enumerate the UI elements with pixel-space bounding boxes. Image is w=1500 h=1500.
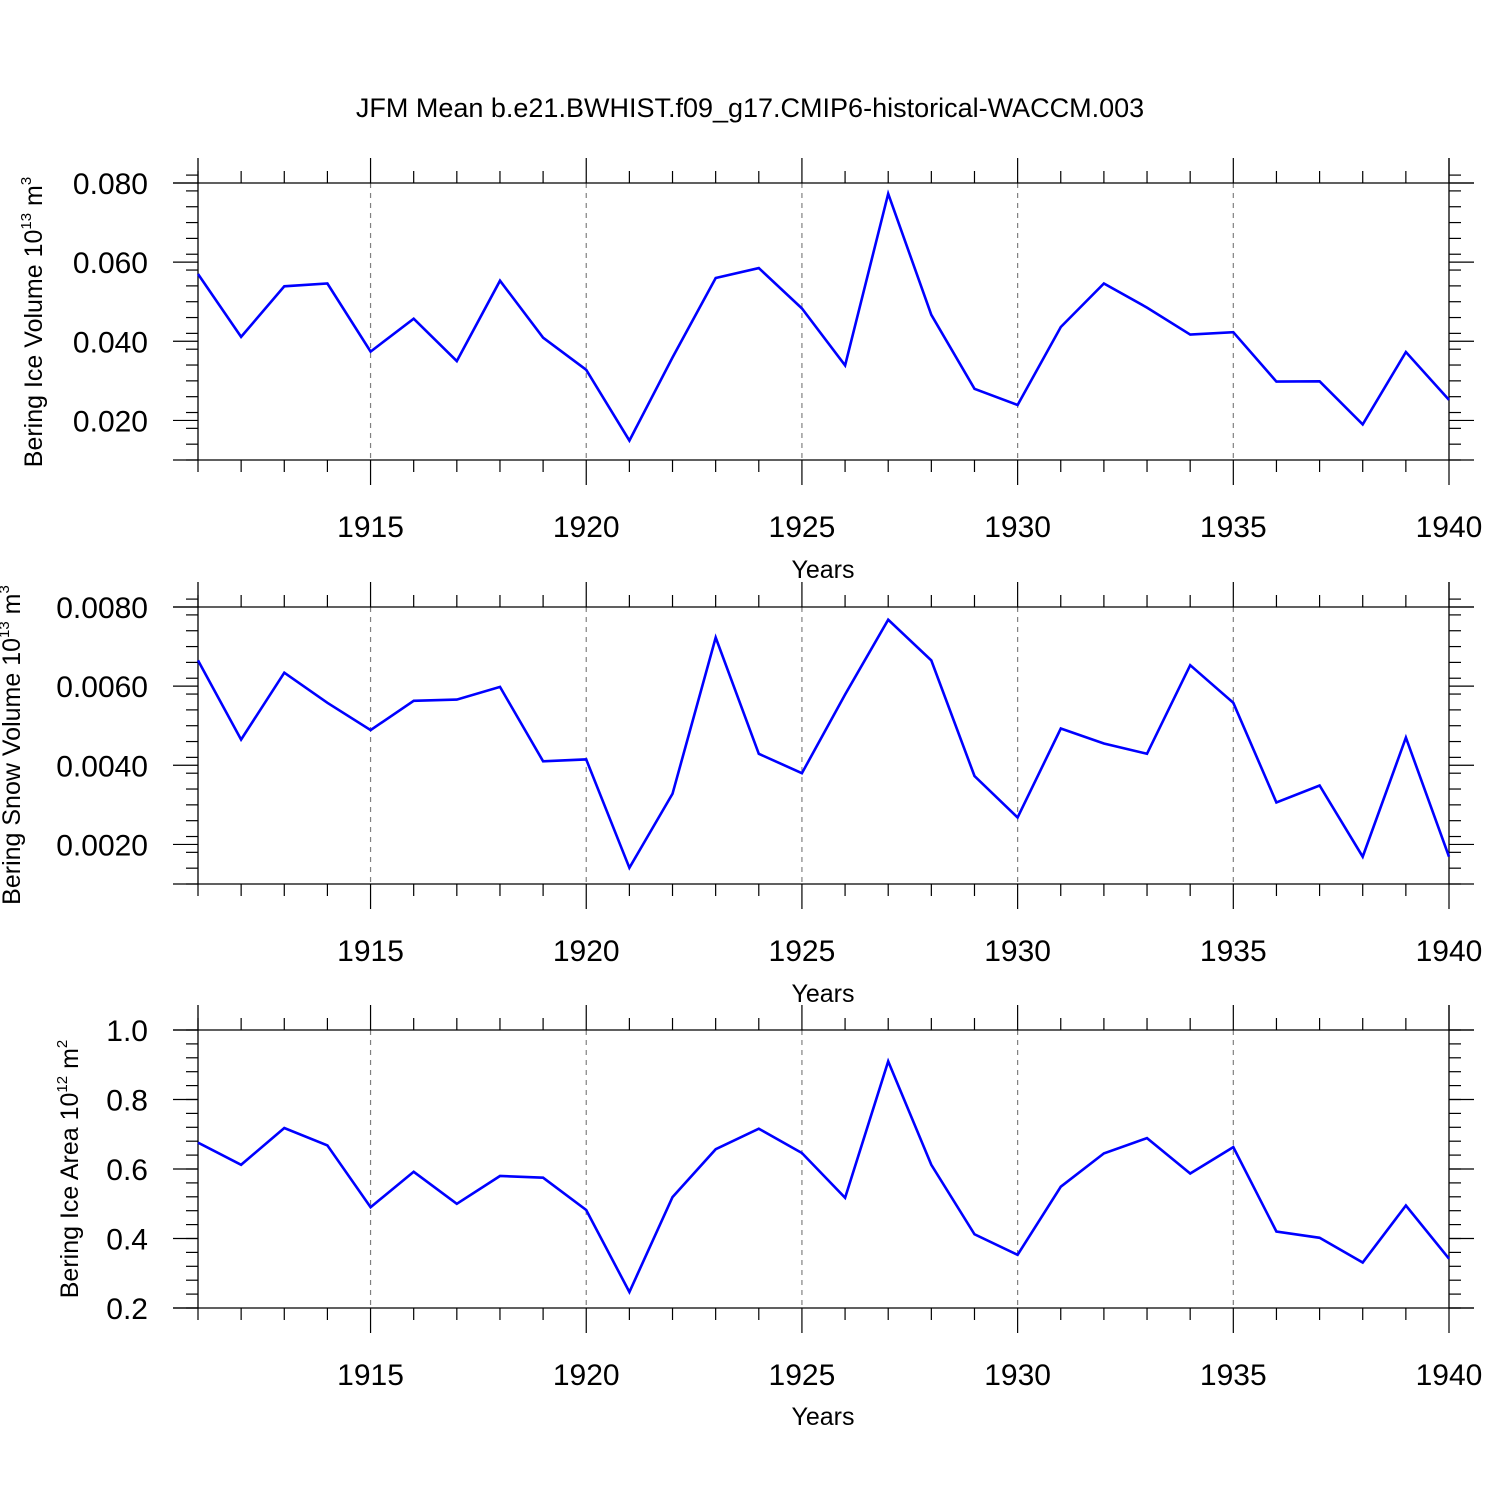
y-tick-label: 0.6 <box>106 1154 148 1187</box>
y-tick-label: 0.060 <box>73 247 148 280</box>
x-tick-label: 1940 <box>1416 511 1483 544</box>
y-tick-label: 0.0080 <box>56 592 148 625</box>
x-tick-label: 1925 <box>769 1359 836 1392</box>
x-tick-label: 1930 <box>984 935 1051 968</box>
series-line <box>196 189 1450 444</box>
y-tick-label: 0.4 <box>106 1224 148 1257</box>
x-tick-label: 1930 <box>984 511 1051 544</box>
x-tick-label: 1935 <box>1200 1359 1267 1392</box>
y-tick-label: 0.0020 <box>56 829 148 862</box>
series-line <box>196 617 1451 871</box>
y-tick-label: 0.2 <box>106 1293 148 1326</box>
y-tick-label: 0.8 <box>106 1085 148 1118</box>
x-tick-label: 1915 <box>337 935 404 968</box>
x-tick-label: 1940 <box>1416 1359 1483 1392</box>
y-tick-label: 0.0040 <box>56 750 148 783</box>
x-tick-label: 1925 <box>769 511 836 544</box>
x-tick-label: 1920 <box>553 1359 620 1392</box>
x-tick-label: 1920 <box>553 935 620 968</box>
y-axis-label: Bering Snow Volume 1013 m3 <box>0 585 26 905</box>
x-tick-label: 1915 <box>337 511 404 544</box>
y-axis-label: Bering Ice Area 1012 m2 <box>54 1040 84 1299</box>
x-axis-label: Years <box>791 1403 854 1431</box>
y-axis-label: Bering Ice Volume 1013 m3 <box>18 177 48 467</box>
x-tick-label: 1915 <box>337 1359 404 1392</box>
panel-ice-volume: Bering Ice Volume 1013 m3 Years 0.020 0.0… <box>18 158 1482 584</box>
panel-ice-area: Bering Ice Area 1012 m2 Years 0.2 0.4 0.6 0… <box>54 1005 1482 1431</box>
panel-snow-volume: Bering Snow Volume 1013 m3 Years 0.0020 0… <box>0 582 1482 1008</box>
series-line <box>197 1057 1451 1295</box>
figure-title: JFM Mean b.e21.BWHIST.f09_g17.CMIP6-hist… <box>356 93 1144 123</box>
x-axis-label: Years <box>791 980 854 1008</box>
x-tick-label: 1940 <box>1416 935 1483 968</box>
x-tick-label: 1920 <box>553 511 620 544</box>
x-tick-label: 1935 <box>1200 511 1267 544</box>
x-axis-label: Years <box>791 556 854 584</box>
x-tick-label: 1935 <box>1200 935 1267 968</box>
x-tick-label: 1925 <box>769 935 836 968</box>
y-tick-label: 0.040 <box>73 326 148 359</box>
y-tick-label: 0.020 <box>73 405 148 438</box>
x-tick-label: 1930 <box>984 1359 1051 1392</box>
y-tick-label: 0.080 <box>73 168 148 201</box>
y-tick-label: 0.0060 <box>56 671 148 704</box>
y-tick-label: 1.0 <box>106 1015 148 1048</box>
